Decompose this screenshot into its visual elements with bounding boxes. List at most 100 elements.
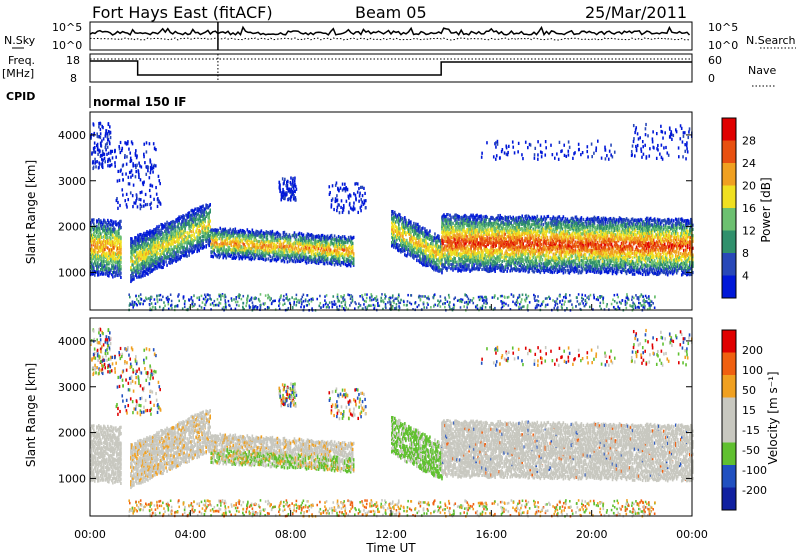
power-cell (410, 220, 412, 223)
power-cell (447, 213, 449, 216)
power-cell (136, 276, 138, 279)
power-cell (405, 231, 407, 234)
power-cell (481, 268, 483, 271)
power-cell (95, 250, 97, 253)
power-cell (180, 255, 182, 258)
power-cell (305, 253, 307, 256)
power-cell (426, 229, 428, 232)
power-cell (118, 232, 120, 235)
power-cell (161, 256, 163, 259)
power-cell (226, 242, 228, 245)
power-cell (485, 222, 487, 225)
power-cell (270, 255, 272, 258)
beam-title: Beam 05 (355, 3, 427, 22)
power-cell (239, 235, 241, 238)
power-cell (468, 264, 470, 267)
power-cell (120, 245, 122, 248)
power-cell (427, 243, 429, 246)
power-cell (438, 266, 440, 269)
power-cell (442, 242, 444, 245)
power-cell (399, 213, 401, 216)
power-data (90, 122, 694, 312)
power-cell (422, 231, 424, 234)
power-cell (120, 256, 122, 259)
nsearch-line (90, 38, 690, 40)
power-cell (410, 231, 412, 234)
power-cell (461, 268, 463, 271)
power-cell (176, 229, 178, 232)
power-cell (393, 225, 395, 228)
power-cell (280, 237, 282, 240)
power-cell (461, 232, 463, 235)
power-cell (202, 221, 204, 224)
power-cell (521, 237, 523, 240)
power-cell (136, 251, 138, 254)
power-cell (488, 231, 490, 234)
power-cell (171, 252, 173, 255)
power-cell (191, 234, 193, 237)
power-cell (194, 237, 196, 240)
power-cell (272, 230, 274, 233)
noise-series (90, 22, 690, 50)
power-cell (100, 232, 102, 235)
power-cell (268, 257, 270, 260)
power-cell (353, 236, 355, 239)
power-cell (107, 239, 109, 242)
power-cell (111, 220, 113, 223)
power-cell (342, 252, 344, 255)
power-cell (174, 225, 176, 228)
noise-tick-left-bottom: 10^0 (52, 39, 82, 52)
power-cell (105, 225, 107, 228)
power-cell (188, 211, 190, 214)
power-cell (154, 241, 156, 244)
power-cell (299, 232, 301, 235)
power-cell (266, 258, 268, 261)
power-cell (120, 272, 122, 275)
power-cell (194, 208, 196, 211)
power-cell (399, 227, 401, 230)
power-cell (344, 248, 346, 251)
power-cell (163, 240, 165, 243)
noise-panel: N.Sky 10^5 10^0 10^5 10^0 N.Search (4, 21, 796, 52)
power-cell (473, 263, 475, 266)
power-cell (107, 236, 109, 239)
power-cell (339, 260, 341, 263)
power-cell (277, 245, 279, 248)
power-cell (183, 238, 185, 241)
power-cell (295, 260, 297, 263)
power-cell (186, 244, 188, 247)
power-cell (138, 267, 140, 270)
power-cell (293, 260, 295, 263)
power-cell (241, 245, 243, 248)
power-cell (115, 257, 117, 260)
power-cell (452, 222, 454, 225)
noise-panel-frame (90, 22, 692, 50)
freq-panel-frame (90, 54, 692, 82)
power-cell (482, 251, 484, 254)
power-cell (113, 220, 115, 223)
nave-tick-top: 60 (708, 54, 722, 67)
power-cell (261, 229, 263, 232)
power-cell (159, 249, 161, 252)
freq-label: Freq. (8, 54, 35, 67)
power-cell (166, 264, 168, 267)
power-cell (120, 261, 122, 264)
power-cell (106, 252, 108, 255)
power-cell (166, 221, 168, 224)
nave-tick-bottom: 0 (708, 72, 715, 85)
power-cell (345, 241, 347, 244)
power-cell (486, 236, 488, 239)
power-cell (203, 224, 205, 227)
power-cell (342, 235, 344, 238)
nsky-label: N.Sky (4, 34, 36, 47)
power-cell (158, 237, 160, 240)
power-cell (476, 238, 478, 241)
power-cell (162, 266, 164, 269)
noise-tick-right-top: 10^5 (708, 21, 738, 34)
power-cell (502, 266, 504, 269)
power-cell (455, 226, 457, 229)
power-cell (431, 235, 433, 238)
power-cell (198, 249, 200, 252)
power-cell (158, 241, 160, 244)
